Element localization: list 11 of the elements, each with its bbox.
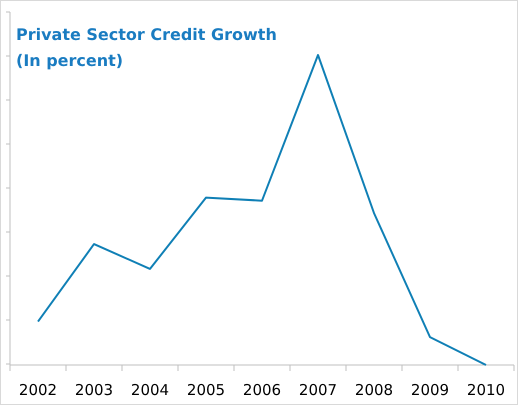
x-tick-label: 2003 (74, 381, 114, 399)
x-tick-label: 2009 (410, 381, 450, 399)
chart-title: Private Sector Credit Growth (16, 25, 277, 44)
x-tick-label: 2008 (354, 381, 394, 399)
x-tick-label: 2010 (466, 381, 506, 399)
x-tick-label: 2007 (298, 381, 338, 399)
x-tick-label: 2004 (130, 381, 170, 399)
chart-subtitle: (In percent) (16, 51, 124, 70)
x-tick-label: 2006 (242, 381, 282, 399)
x-tick-label: 2002 (18, 381, 58, 399)
x-tick-label: 2005 (186, 381, 226, 399)
